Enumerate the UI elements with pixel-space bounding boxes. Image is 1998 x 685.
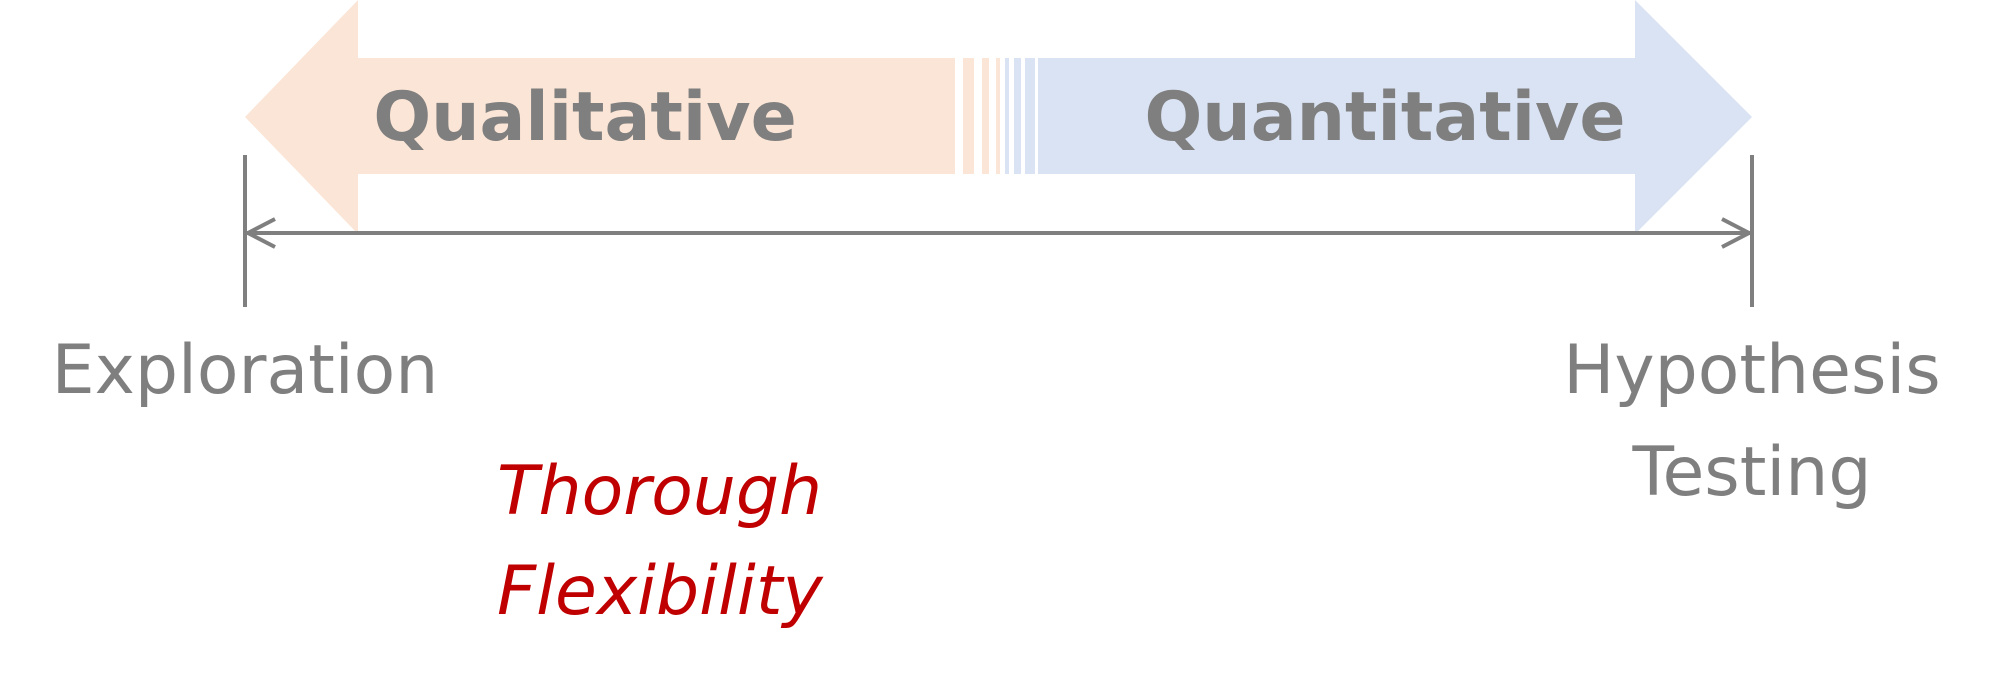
quantitative-label: Quantitative bbox=[1145, 78, 1626, 157]
qualitative-fade-stripe bbox=[963, 58, 974, 174]
scale-right-arrowhead bbox=[1721, 217, 1754, 249]
scale-left-arrowhead bbox=[243, 217, 276, 249]
qualitative-arrow bbox=[245, 0, 955, 234]
quantitative-fade-stripe bbox=[1014, 58, 1021, 174]
flexibility-label: Flexibility bbox=[497, 552, 823, 631]
scale-line bbox=[243, 155, 1754, 307]
quantitative-fade-stripe bbox=[1025, 58, 1035, 174]
qualitative-fade-stripe bbox=[982, 58, 989, 174]
quantitative-fade-stripe bbox=[1005, 58, 1009, 174]
testing-label: Testing bbox=[1631, 433, 1871, 512]
thorough-label: Thorough bbox=[497, 452, 822, 531]
exploration-label: Exploration bbox=[52, 331, 439, 410]
quantitative-arrow bbox=[1038, 0, 1752, 234]
qualitative-label: Qualitative bbox=[373, 78, 796, 157]
qualitative-fade-stripe bbox=[996, 58, 1000, 174]
hypothesis-label: Hypothesis bbox=[1563, 331, 1941, 410]
